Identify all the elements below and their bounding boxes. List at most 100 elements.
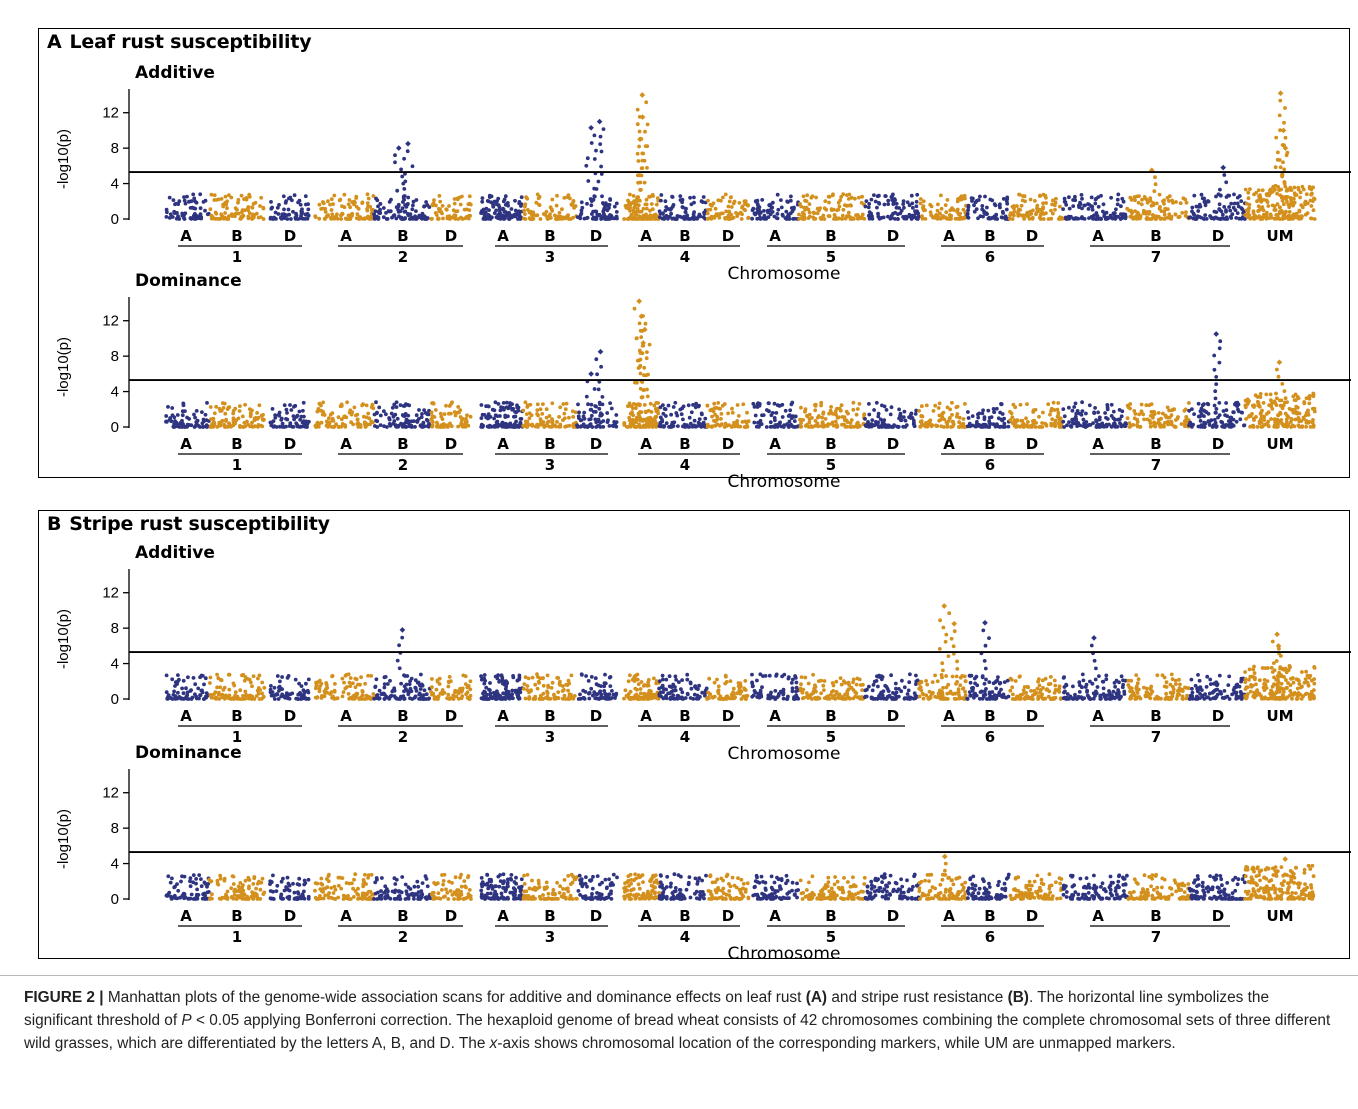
marker-point xyxy=(508,401,512,405)
marker-point xyxy=(365,694,370,699)
marker-point xyxy=(857,402,862,406)
marker-point xyxy=(819,424,824,428)
marker-point xyxy=(585,425,590,429)
marker-point xyxy=(299,684,304,688)
marker-point xyxy=(436,694,441,699)
marker-point xyxy=(1252,214,1257,219)
marker-point xyxy=(1257,208,1262,212)
marker-point xyxy=(1273,165,1278,170)
marker-point xyxy=(599,172,604,176)
marker-point xyxy=(589,141,594,145)
marker-point xyxy=(752,420,757,425)
marker-point xyxy=(1143,196,1147,201)
marker-point xyxy=(685,213,690,218)
marker-point xyxy=(671,405,676,409)
marker-point xyxy=(554,203,559,208)
marker-point xyxy=(582,697,587,701)
marker-point xyxy=(446,424,450,428)
marker-point xyxy=(285,676,290,680)
marker-point xyxy=(184,686,188,691)
marker-point xyxy=(878,417,883,422)
marker-point xyxy=(690,424,695,429)
marker-point xyxy=(934,423,938,428)
marker-point xyxy=(1310,191,1314,196)
marker-point xyxy=(1282,389,1287,393)
marker-point xyxy=(854,412,859,417)
marker-point xyxy=(354,216,359,221)
marker-point xyxy=(1016,207,1021,212)
marker-point xyxy=(519,195,524,200)
marker-point xyxy=(799,424,804,429)
marker-point xyxy=(1224,195,1229,199)
marker-point xyxy=(182,216,186,221)
marker-point xyxy=(1247,206,1251,210)
marker-point xyxy=(875,421,880,426)
marker-point xyxy=(840,213,845,218)
marker-point xyxy=(1148,196,1153,201)
marker-point xyxy=(866,213,871,218)
marker-point xyxy=(550,197,555,202)
marker-point xyxy=(414,209,418,214)
marker-point xyxy=(294,213,299,218)
marker-point xyxy=(639,417,643,422)
marker-point xyxy=(227,693,232,698)
marker-point xyxy=(1279,398,1284,403)
marker-point xyxy=(718,406,722,411)
marker-point xyxy=(599,412,603,417)
marker-point xyxy=(193,682,198,687)
marker-point xyxy=(1099,193,1103,198)
marker-point xyxy=(404,205,409,209)
marker-point xyxy=(247,677,252,682)
marker-point xyxy=(1239,216,1244,221)
marker-point xyxy=(420,216,424,221)
marker-point xyxy=(441,216,445,221)
marker-point xyxy=(1304,419,1309,423)
subgenome-label: A xyxy=(180,435,192,453)
marker-point xyxy=(233,206,238,211)
marker-point xyxy=(1252,403,1256,408)
marker-point xyxy=(401,413,406,418)
marker-point xyxy=(596,417,601,422)
marker-point xyxy=(208,207,213,212)
marker-point xyxy=(437,676,442,681)
marker-point xyxy=(274,425,279,429)
chromosome-label: 7 xyxy=(1151,248,1161,266)
marker-point xyxy=(1264,210,1269,215)
marker-point xyxy=(973,200,978,205)
marker-point xyxy=(715,417,720,422)
marker-point xyxy=(636,173,640,178)
marker-point xyxy=(1218,339,1223,344)
marker-point xyxy=(578,692,582,697)
marker-point xyxy=(1191,216,1196,221)
marker-point xyxy=(628,206,632,210)
marker-point xyxy=(760,198,765,202)
marker-point xyxy=(1282,181,1287,186)
marker-point xyxy=(479,677,484,682)
marker-point xyxy=(1101,202,1106,207)
marker-point xyxy=(270,205,274,210)
marker-point xyxy=(209,216,214,221)
x-axis-label: Chromosome xyxy=(728,264,841,284)
marker-point xyxy=(757,403,762,408)
marker-point xyxy=(1088,423,1093,427)
marker-point xyxy=(735,419,740,423)
marker-point xyxy=(1281,422,1285,427)
marker-point xyxy=(629,216,633,220)
marker-point xyxy=(203,412,208,417)
marker-point xyxy=(735,403,740,407)
marker-point xyxy=(1012,206,1016,211)
marker-point xyxy=(438,411,443,416)
marker-point xyxy=(254,211,259,216)
marker-point xyxy=(669,211,673,216)
marker-point xyxy=(236,198,241,202)
marker-point xyxy=(614,201,619,206)
marker-point xyxy=(845,424,850,429)
marker-point xyxy=(650,216,655,221)
marker-point xyxy=(911,422,916,426)
marker-point xyxy=(468,414,473,419)
marker-point xyxy=(1258,392,1263,396)
marker-point xyxy=(1113,417,1117,422)
marker-point xyxy=(944,420,949,425)
marker-point xyxy=(501,217,506,221)
